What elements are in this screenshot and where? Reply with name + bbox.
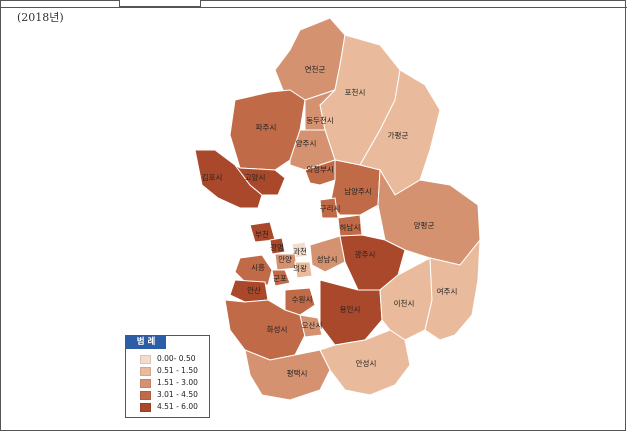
region-동두천시: [304, 89, 336, 131]
header-tab: [119, 0, 201, 7]
region-김포시: [194, 149, 263, 209]
region-과천: [291, 241, 308, 259]
region-label: 양평군: [414, 220, 435, 230]
region-label: 용인시: [340, 304, 361, 314]
legend-swatch: [140, 402, 151, 412]
region-용인시: [319, 279, 383, 346]
region-label: 연천군: [305, 64, 326, 74]
region-고양시: [234, 164, 286, 196]
region-layer: [194, 17, 481, 401]
region-label: 광주시: [355, 249, 376, 259]
region-label: 과천: [293, 246, 307, 256]
legend-swatch: [140, 390, 151, 400]
legend-item: 4.51 - 6.00: [140, 402, 198, 412]
region-label: 오산시: [302, 320, 323, 330]
legend-label: 0.51 - 1.50: [157, 366, 198, 375]
region-수원시: [284, 287, 316, 316]
region-label: 시흥: [251, 262, 265, 272]
region-안성시: [319, 329, 411, 396]
region-label: 하남시: [340, 222, 361, 232]
legend-item: 0.51 - 1.50: [140, 366, 198, 376]
year-label: (2018년): [17, 11, 64, 24]
region-label: 광명: [270, 242, 284, 252]
region-label: 가평군: [388, 130, 409, 140]
region-label: 성남시: [317, 255, 338, 264]
legend-item: 3.01 - 4.50: [140, 390, 198, 400]
legend-label: 4.51 - 6.00: [157, 402, 198, 411]
region-성남시: [309, 235, 346, 273]
region-label: 부천: [255, 229, 269, 239]
region-label: 평택시: [287, 368, 308, 378]
region-label: 화성시: [267, 325, 288, 334]
region-label: 이천시: [394, 298, 415, 308]
region-label: 안산: [247, 285, 261, 295]
region-label: 파주시: [256, 123, 277, 132]
region-label: 동두천시: [306, 115, 334, 125]
region-label: 군포: [273, 274, 287, 283]
legend-item: 1.51 - 3.00: [140, 378, 198, 388]
legend-item: 0.00- 0.50: [140, 354, 196, 364]
region-label: 여주시: [437, 286, 458, 296]
legend-title: 범 례: [126, 336, 166, 349]
legend-swatch: [140, 366, 151, 376]
region-label: 의정부시: [306, 164, 334, 174]
region-여주시: [424, 238, 481, 341]
region-label: 양주시: [296, 139, 317, 148]
region-군포: [271, 269, 291, 287]
region-의왕: [294, 261, 313, 279]
region-평택시: [244, 349, 331, 401]
region-label: 안양: [278, 254, 292, 264]
header-divider: [1, 7, 627, 8]
region-광명: [269, 237, 286, 255]
region-label: 수원시: [292, 295, 313, 304]
region-label: 김포시: [202, 172, 223, 182]
region-label: 의왕: [293, 263, 307, 273]
legend-label: 3.01 - 4.50: [157, 390, 198, 399]
legend-swatch: [140, 378, 151, 388]
legend-swatch: [140, 354, 151, 364]
region-label: 고양시: [245, 173, 266, 182]
region-연천군: [274, 17, 346, 101]
region-label: 남양주시: [344, 187, 372, 196]
region-label: 안성시: [356, 358, 377, 368]
legend: 범 례 0.00- 0.50 0.51 - 1.50 1.51 - 3.00 3.01…: [125, 335, 210, 418]
legend-label: 1.51 - 3.00: [157, 378, 198, 387]
region-시흥: [234, 254, 273, 286]
region-오산시: [299, 314, 323, 338]
region-label: 포천시: [345, 87, 366, 97]
region-label: 구리시: [320, 204, 341, 213]
legend-label: 0.00- 0.50: [157, 354, 196, 363]
